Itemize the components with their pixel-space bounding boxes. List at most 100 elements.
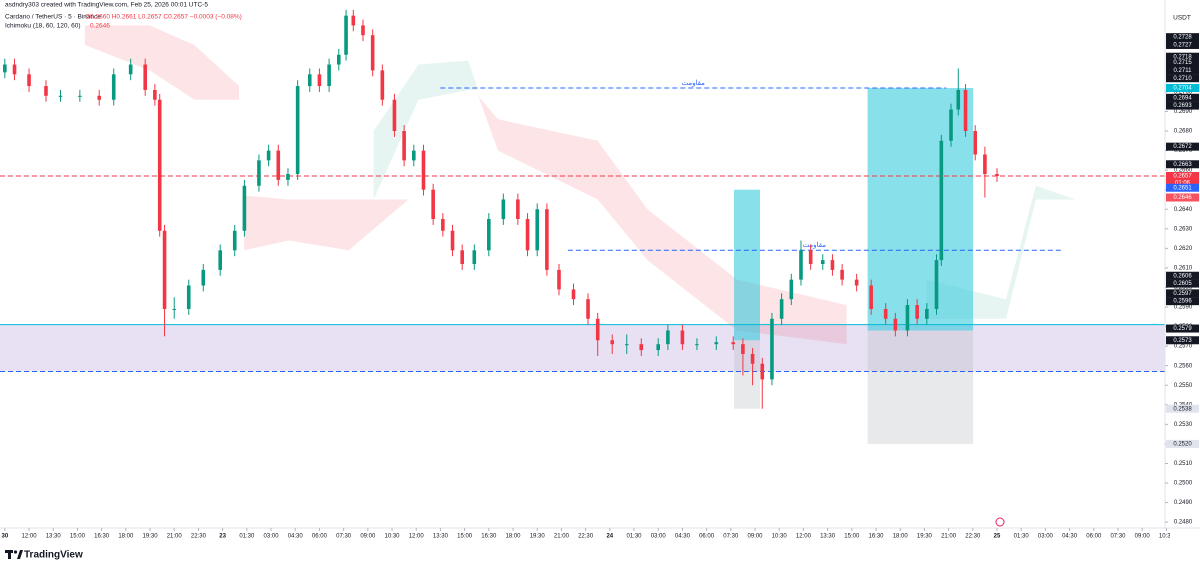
y-tick-label: 0.2670: [1174, 148, 1193, 154]
price-tag-label: 0.2715: [1173, 60, 1192, 66]
x-tick-label: 03:00: [264, 534, 280, 540]
candle-body: [610, 340, 615, 345]
y-tick-label: 0.2700: [1174, 89, 1193, 95]
candle-body: [525, 219, 530, 251]
x-tick-label: 01:30: [1014, 534, 1030, 540]
price-tag-label: 0.2727: [1173, 43, 1192, 49]
event-icon[interactable]: [995, 517, 1005, 527]
y-tick-label: 0.2590: [1174, 305, 1193, 311]
candle-body: [656, 344, 661, 351]
candle-body: [218, 250, 223, 270]
x-tick-label: 21:00: [941, 534, 957, 540]
candle-body: [380, 70, 385, 100]
price-tag-label: 0.2520: [1173, 441, 1192, 447]
x-tick-label: 01:30: [239, 534, 255, 540]
x-tick-label: 21:00: [167, 534, 183, 540]
x-tick-label: 15:00: [70, 534, 86, 540]
y-tick-label: 0.2530: [1174, 422, 1193, 428]
candle-body: [460, 250, 464, 264]
y-tick-label: 0.2480: [1174, 520, 1193, 526]
candle-body: [956, 89, 961, 110]
candle-body: [840, 269, 844, 280]
candle-body: [535, 209, 540, 251]
y-tick-label: 0.2510: [1174, 461, 1193, 467]
candle-body: [78, 95, 82, 97]
candle-body: [905, 305, 910, 331]
x-tick-label: 04:30: [675, 534, 691, 540]
x-tick-label: 18:00: [893, 534, 909, 540]
ohlc: O0.2660 H0.2661 L0.2657 C0.2657 −0.0003 …: [85, 14, 242, 21]
price-tag-label: 0.2663: [1173, 162, 1192, 168]
candle-body: [276, 150, 281, 180]
x-tick-label: 07:30: [1110, 534, 1126, 540]
candle-body: [779, 299, 784, 319]
candle-body: [695, 344, 699, 346]
candle-body: [472, 250, 477, 264]
x-tick-label: 04:30: [1062, 534, 1078, 540]
x-tick-label: 15:00: [457, 534, 473, 540]
x-tick-label: 16:30: [481, 534, 497, 540]
price-tag: [1166, 40, 1199, 49]
candle-body: [162, 230, 167, 309]
price-tag: [1166, 172, 1199, 187]
candle-body: [361, 25, 365, 36]
price-tag: [1166, 142, 1199, 151]
x-tick-label: 13:30: [820, 534, 836, 540]
price-tag: [1166, 271, 1199, 280]
price-tag-countdown: 01:06: [1175, 181, 1191, 187]
price-tag-label: 0.2596: [1173, 299, 1192, 305]
candle-body: [421, 150, 426, 190]
candle-body: [327, 64, 331, 87]
price-tag: [1166, 101, 1199, 110]
candle-body: [487, 219, 491, 251]
x-tick-label: 10:30: [385, 534, 401, 540]
x-tick-label: 21:00: [554, 534, 570, 540]
candle-body: [286, 174, 290, 180]
price-tag: [1166, 84, 1199, 92]
indicator-value: 0.2646: [90, 23, 110, 30]
candle-body: [370, 35, 375, 71]
support-zone: [0, 324, 1165, 372]
y-tick-label: 0.2630: [1174, 226, 1193, 232]
candle-body: [201, 269, 206, 286]
price-tag: [1166, 58, 1199, 67]
price-tag: [1166, 193, 1199, 202]
y-tick-label: 0.2500: [1174, 481, 1193, 487]
candle-body: [351, 15, 356, 26]
price-tag-label: 0.2718: [1173, 54, 1192, 60]
candle-body: [666, 330, 670, 345]
price-tag: [1166, 336, 1199, 345]
price-tag-label: 0.2657: [1173, 174, 1192, 180]
indicator: Ichimoku (18, 60, 120, 60): [5, 23, 81, 30]
candle-body: [741, 344, 745, 354]
candle-body: [501, 199, 506, 220]
x-tick-label: 13:30: [46, 534, 62, 540]
ichimoku-cloud: [1006, 185, 1076, 319]
x-tick-label: 30: [1, 534, 8, 540]
candle-body: [854, 279, 859, 286]
candle-body: [750, 353, 755, 364]
candle-body: [431, 189, 435, 220]
candle-body: [232, 230, 237, 251]
candle-body: [242, 185, 247, 231]
candle-body: [257, 160, 261, 186]
x-tick-label: 10:30: [772, 534, 788, 540]
price-tag: [1166, 439, 1199, 448]
candle-body: [153, 89, 157, 100]
price-tag-label: 0.2606: [1173, 273, 1192, 279]
y-tick-label: 0.2610: [1174, 265, 1193, 271]
x-tick-label: 12:00: [409, 534, 425, 540]
x-tick-label: 24: [606, 534, 613, 540]
price-tag: [1166, 404, 1199, 413]
candle-body: [317, 74, 322, 87]
price-tag: [1166, 279, 1199, 288]
x-tick-label: 16:30: [868, 534, 884, 540]
price-tag-label: 0.2711: [1174, 68, 1193, 74]
price-tag: [1166, 289, 1199, 298]
y-tick-label: 0.2550: [1174, 383, 1193, 389]
candle-body: [412, 150, 416, 161]
candle-body: [714, 342, 719, 345]
candle-body: [893, 318, 898, 331]
